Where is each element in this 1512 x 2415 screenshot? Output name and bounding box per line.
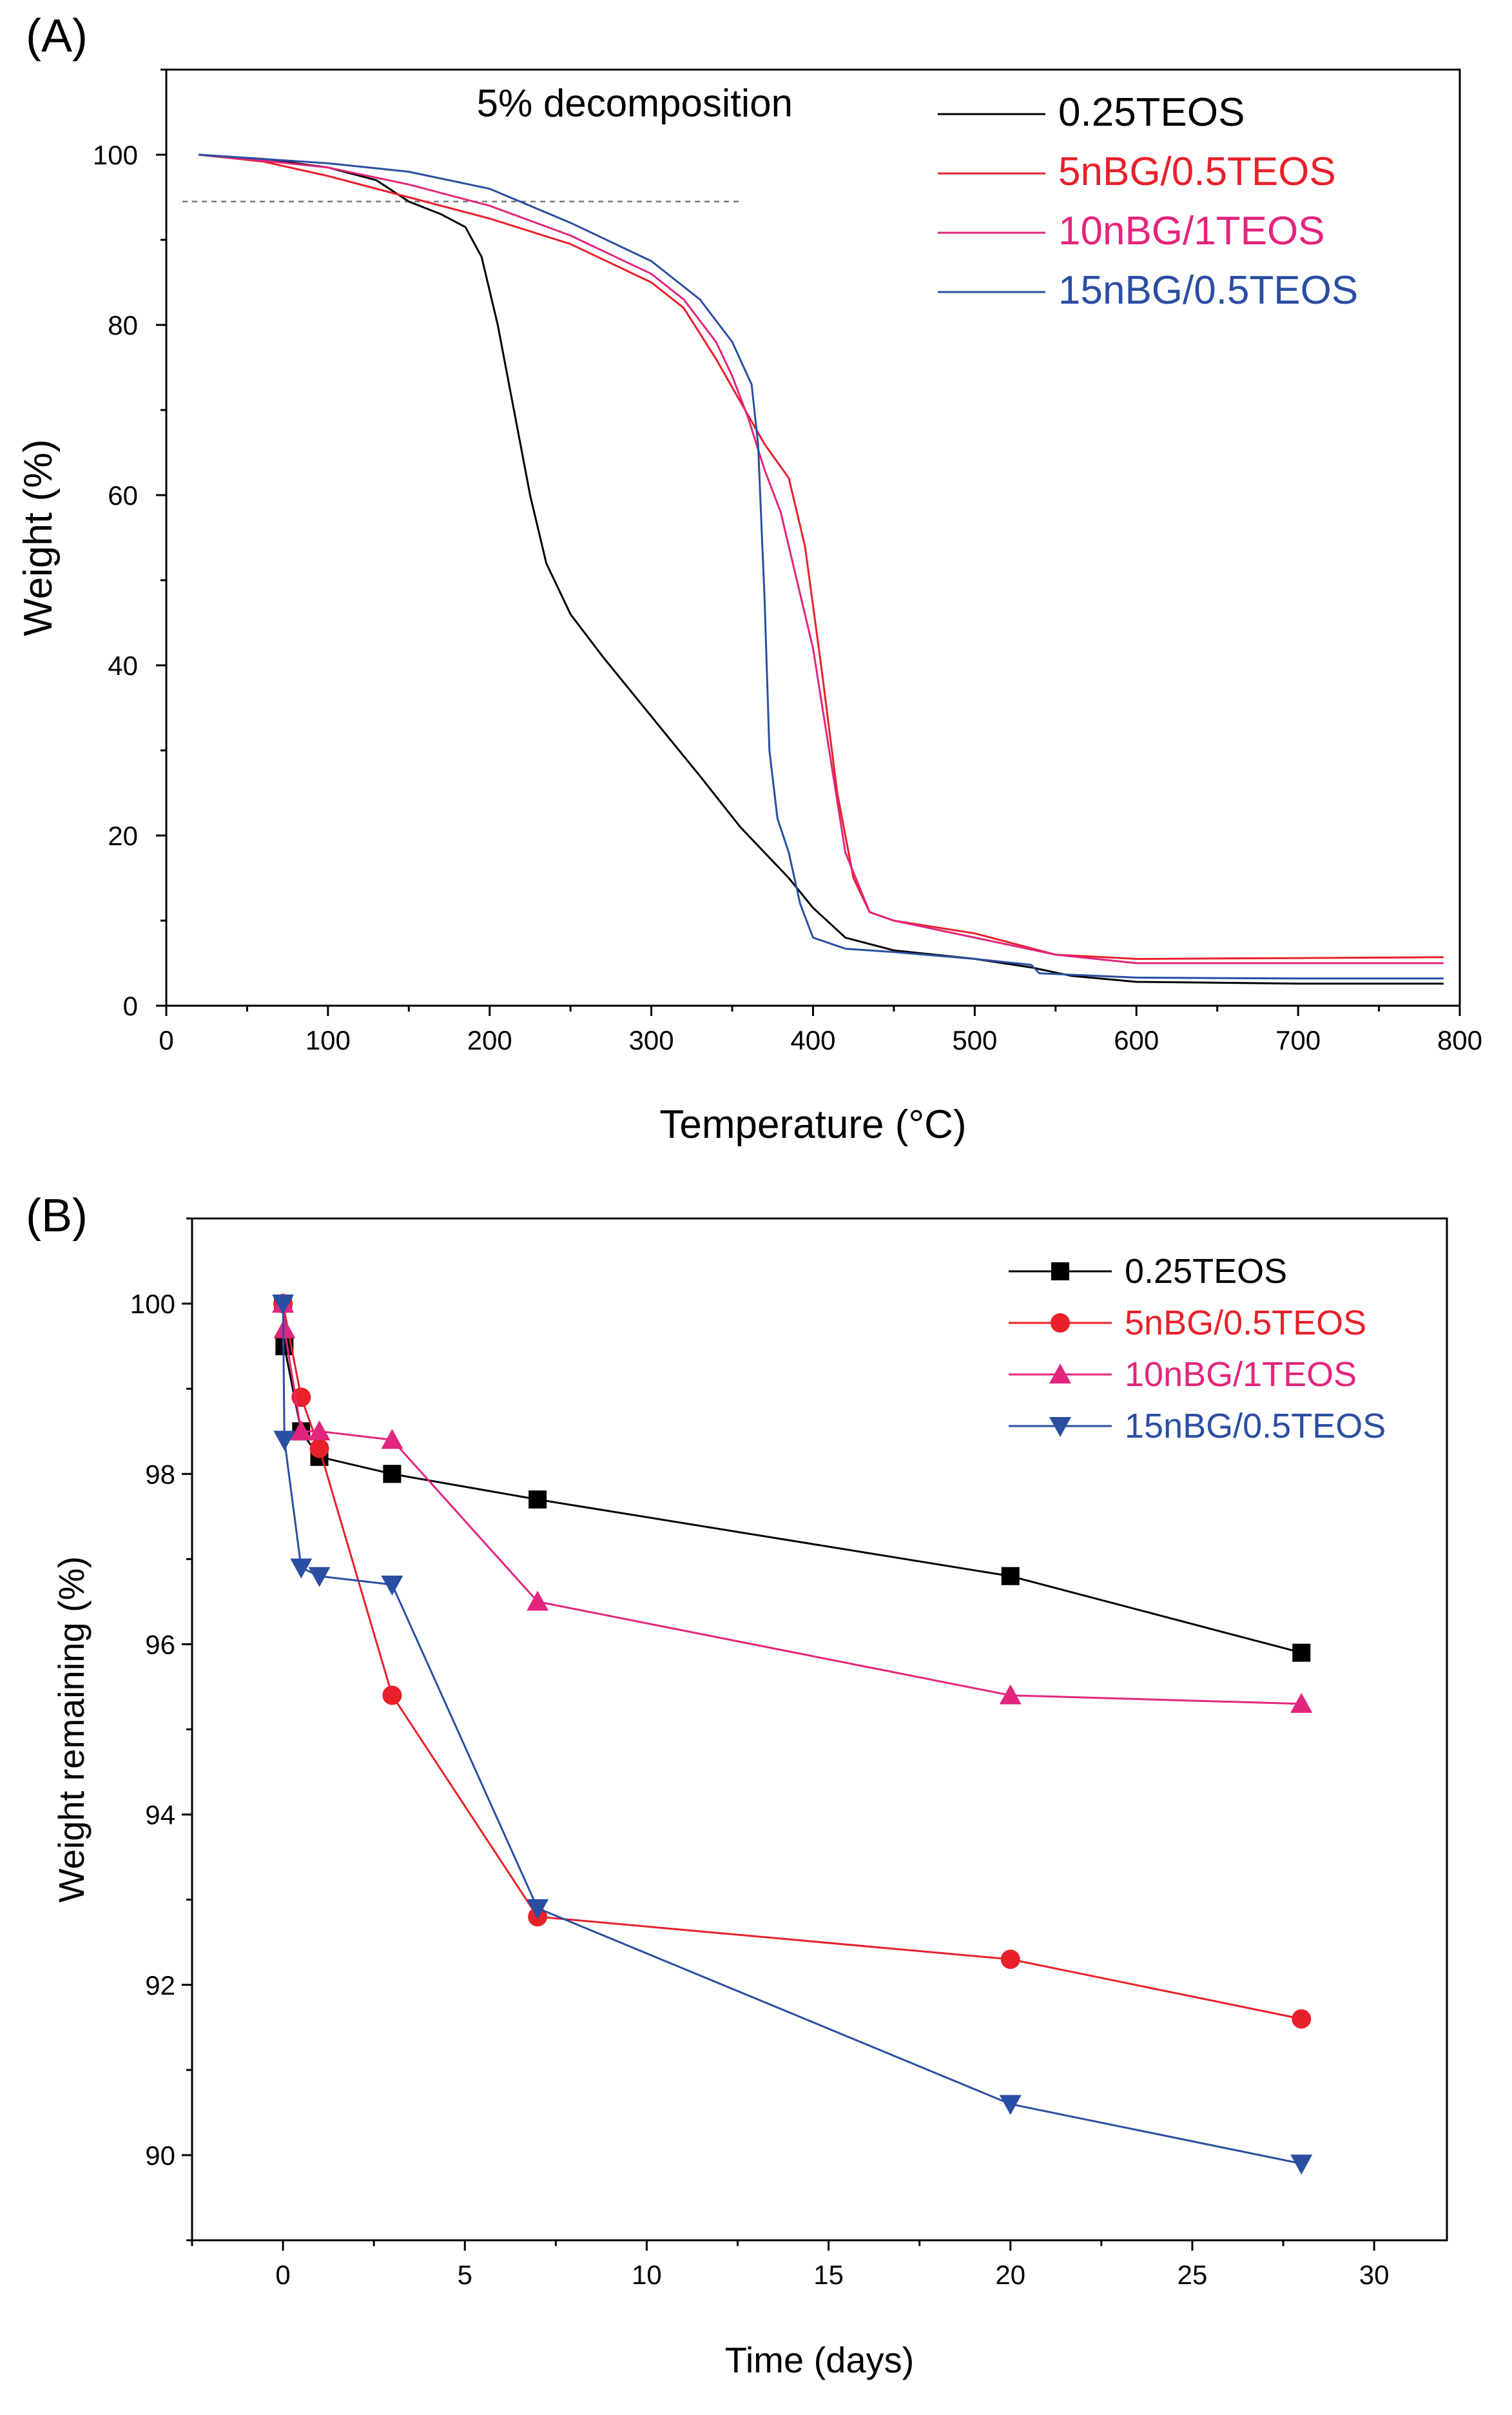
panel-a-y-axis-title: Weight (%) bbox=[16, 439, 61, 636]
x-tick-label: 400 bbox=[790, 1025, 835, 1055]
panel-b: (B) 0 5 10 15 20 25 30 90 92 94 96 98 100 0.25TEOS 5n… bbox=[26, 1190, 1448, 2380]
series-line-10nbg-1teos bbox=[282, 1304, 1302, 1705]
legend-marker-0-25teos bbox=[1051, 1262, 1069, 1280]
panel-b-legend: 0.25TEOS 5nBG/0.5TEOS 10nBG/1TEOS 15nBG/0.5… bbox=[1009, 1252, 1386, 1445]
data-point-15nbg-0-5teos bbox=[273, 1431, 296, 1451]
panel-a-plot-frame bbox=[165, 68, 1461, 1007]
y-tick-label: 100 bbox=[93, 140, 138, 170]
y-tick-label: 20 bbox=[108, 821, 138, 851]
data-point-10nbg-1teos bbox=[1290, 1692, 1313, 1713]
decomposition-annotation: 5% decomposition bbox=[477, 82, 793, 125]
panel-a-ticks: 0 100 200 300 400 500 600 700 800 0 20 40 60 80 100 bbox=[93, 68, 1482, 1055]
x-tick-label: 300 bbox=[629, 1025, 674, 1055]
y-tick-label: 80 bbox=[108, 310, 138, 340]
data-point-10nbg-1teos bbox=[381, 1429, 403, 1449]
legend-label-15nbg-0-5teos: 15nBG/0.5TEOS bbox=[1058, 268, 1358, 313]
x-tick-label: 200 bbox=[467, 1025, 512, 1055]
panel-b-x-axis-title: Time (days) bbox=[725, 2340, 915, 2380]
panel-b-y-axis-title: Weight remaining (%) bbox=[51, 1556, 92, 1902]
legend-label-10nbg-1teos: 10nBG/1TEOS bbox=[1058, 209, 1325, 253]
panel-b-plot-frame bbox=[191, 1217, 1448, 2242]
data-point-5nbg-0-5teos bbox=[1292, 2009, 1312, 2029]
legend-label-15nbg-0-5teos: 15nBG/0.5TEOS bbox=[1125, 1407, 1386, 1445]
data-point-10nbg-1teos bbox=[527, 1590, 549, 1611]
data-point-15nbg-0-5teos bbox=[272, 1295, 295, 1315]
series-line-15nbg-0-5teos bbox=[199, 153, 1444, 980]
x-tick-label: 25 bbox=[1178, 2260, 1208, 2290]
legend-label-5nbg-0-5teos: 5nBG/0.5TEOS bbox=[1125, 1304, 1366, 1342]
series-line-0-25teos bbox=[282, 1304, 1302, 1654]
data-point-0-25teos bbox=[383, 1465, 402, 1483]
data-point-15nbg-0-5teos bbox=[381, 1575, 403, 1596]
x-tick-label: 15 bbox=[813, 2260, 844, 2290]
y-tick-label: 90 bbox=[145, 2140, 175, 2171]
series-line-5nbg-0-5teos bbox=[199, 153, 1444, 960]
data-point-15nbg-0-5teos bbox=[290, 1558, 313, 1579]
legend-marker-10nbg-1teos bbox=[1049, 1364, 1071, 1383]
legend-label-10nbg-1teos: 10nBG/1TEOS bbox=[1125, 1355, 1357, 1394]
panel-a-legend: 0.25TEOS 5nBG/0.5TEOS 10nBG/1TEOS 15nBG/0.5… bbox=[938, 90, 1358, 313]
series-line-15nbg-0-5teos bbox=[282, 1304, 1302, 2165]
panel-a-series bbox=[199, 153, 1444, 985]
data-point-15nbg-0-5teos bbox=[527, 1899, 549, 1919]
x-tick-label: 600 bbox=[1114, 1025, 1159, 1055]
legend-label-0-25teos: 0.25TEOS bbox=[1058, 90, 1245, 135]
legend-label-5nbg-0-5teos: 5nBG/0.5TEOS bbox=[1058, 150, 1336, 194]
data-point-15nbg-0-5teos bbox=[999, 2095, 1022, 2115]
data-point-10nbg-1teos bbox=[999, 1684, 1022, 1705]
y-tick-label: 60 bbox=[108, 480, 138, 511]
panel-label-a: (A) bbox=[26, 10, 88, 62]
x-tick-label: 500 bbox=[952, 1025, 997, 1055]
y-tick-label: 0 bbox=[123, 991, 138, 1021]
y-tick-label: 98 bbox=[145, 1459, 175, 1489]
y-tick-label: 92 bbox=[145, 1970, 175, 2000]
y-tick-label: 40 bbox=[108, 650, 138, 681]
legend-marker-5nbg-0-5teos bbox=[1051, 1313, 1070, 1333]
data-point-5nbg-0-5teos bbox=[1000, 1950, 1020, 1970]
x-tick-label: 30 bbox=[1359, 2260, 1390, 2290]
x-tick-label: 20 bbox=[995, 2260, 1025, 2290]
data-point-0-25teos bbox=[528, 1490, 547, 1509]
y-tick-label: 94 bbox=[145, 1800, 175, 1830]
data-point-15nbg-0-5teos bbox=[308, 1567, 331, 1587]
data-point-5nbg-0-5teos bbox=[382, 1685, 402, 1705]
series-line-10nbg-1teos bbox=[199, 153, 1444, 964]
panel-label-b: (B) bbox=[26, 1190, 88, 1242]
panel-b-ticks: 0 5 10 15 20 25 30 90 92 94 96 98 100 bbox=[130, 1217, 1390, 2290]
x-tick-label: 0 bbox=[275, 2260, 290, 2290]
x-tick-label: 10 bbox=[632, 2260, 662, 2290]
panel-a: (A) 0 100 200 300 400 500 600 700 800 0 20 40 60 80 10… bbox=[16, 10, 1482, 1147]
x-tick-label: 0 bbox=[159, 1025, 173, 1055]
y-tick-label: 100 bbox=[130, 1289, 175, 1319]
x-tick-label: 100 bbox=[305, 1025, 351, 1055]
legend-marker-15nbg-0-5teos bbox=[1049, 1417, 1071, 1437]
data-point-10nbg-1teos bbox=[308, 1420, 331, 1441]
x-tick-label: 5 bbox=[458, 2260, 472, 2290]
x-tick-label: 800 bbox=[1437, 1025, 1482, 1055]
data-point-5nbg-0-5teos bbox=[309, 1438, 329, 1458]
legend-label-0-25teos: 0.25TEOS bbox=[1125, 1252, 1287, 1291]
panel-a-x-axis-title: Temperature (°C) bbox=[659, 1102, 966, 1147]
y-tick-label: 96 bbox=[145, 1629, 175, 1659]
data-point-10nbg-1teos bbox=[290, 1420, 313, 1441]
data-point-15nbg-0-5teos bbox=[1290, 2155, 1313, 2175]
x-tick-label: 700 bbox=[1275, 1025, 1321, 1055]
data-point-0-25teos bbox=[1001, 1567, 1020, 1585]
panel-b-series bbox=[272, 1293, 1313, 2175]
data-point-10nbg-1teos bbox=[273, 1318, 296, 1338]
data-point-0-25teos bbox=[1292, 1643, 1311, 1662]
series-line-0-25teos bbox=[199, 153, 1444, 985]
